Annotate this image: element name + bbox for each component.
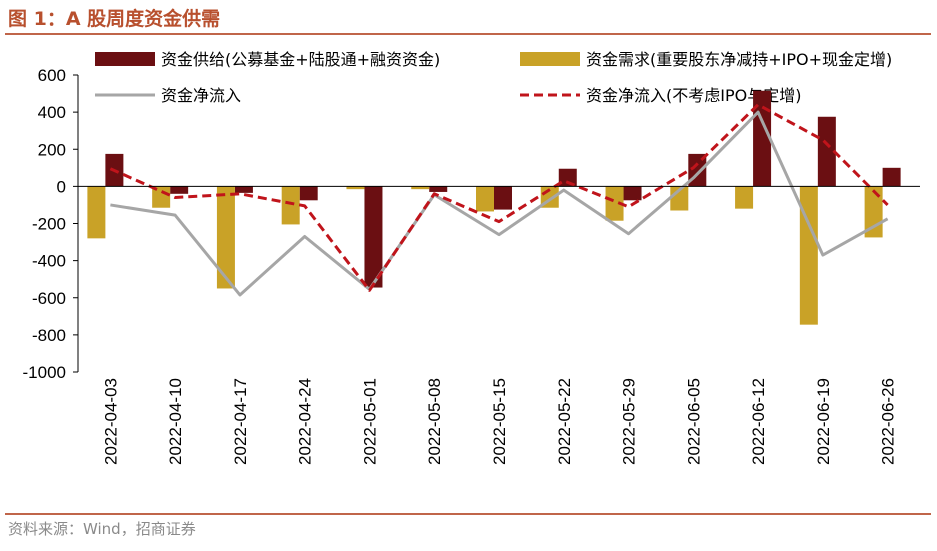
legend-label: 资金供给(公募基金+陆股通+融资资金) bbox=[161, 50, 440, 69]
y-tick-label: 200 bbox=[38, 140, 66, 159]
title-divider bbox=[5, 33, 931, 35]
demand-bar bbox=[799, 186, 818, 325]
supply-bar bbox=[817, 116, 836, 187]
source-divider bbox=[5, 513, 931, 515]
x-tick-label: 2022-04-03 bbox=[101, 378, 120, 465]
y-tick-label: -800 bbox=[32, 326, 66, 345]
x-tick-label: 2022-04-17 bbox=[231, 378, 250, 465]
demand-bar bbox=[346, 186, 365, 190]
demand-bar bbox=[476, 186, 494, 212]
supply-bar bbox=[299, 186, 318, 201]
supply-bar bbox=[623, 186, 642, 201]
y-tick-label: -600 bbox=[32, 289, 66, 308]
legend-label: 资金需求(重要股东净减持+IPO+现金定增) bbox=[586, 50, 892, 69]
x-tick-label: 2022-06-19 bbox=[814, 378, 833, 465]
legend-swatch bbox=[95, 52, 155, 66]
y-tick-label: 400 bbox=[38, 103, 66, 122]
y-tick-label: -1000 bbox=[23, 363, 66, 382]
net-inflow-ex-ipo-line bbox=[109, 103, 889, 292]
supply-bar bbox=[234, 186, 253, 193]
lines bbox=[109, 103, 889, 297]
legend-swatch bbox=[520, 52, 580, 66]
x-tick-label: 2022-05-15 bbox=[490, 378, 509, 465]
x-tick-label: 2022-05-29 bbox=[620, 378, 639, 465]
demand-bar bbox=[216, 186, 235, 289]
y-tick-label: -400 bbox=[32, 252, 66, 271]
x-tick-label: 2022-04-24 bbox=[296, 378, 315, 465]
demand-bar bbox=[411, 186, 430, 190]
demand-bar bbox=[87, 186, 106, 239]
bars bbox=[87, 90, 901, 325]
x-axis: 2022-04-03 2022-04-10 2022-04-17 2022-04-24… bbox=[78, 185, 920, 465]
net-inflow-line bbox=[110, 110, 889, 297]
legend: 资金供给(公募基金+陆股通+融资资金) 资金需求(重要股东净减持+IPO+现金定增… bbox=[95, 50, 892, 105]
y-axis: -1000 -800 -600 -400 -200 0 200 400 600 bbox=[23, 66, 79, 382]
x-tick-label: 2022-05-01 bbox=[360, 378, 379, 465]
y-tick-label: 600 bbox=[38, 66, 66, 85]
x-tick-label: 2022-06-26 bbox=[879, 378, 898, 465]
y-tick-label: 0 bbox=[57, 177, 66, 196]
supply-bar bbox=[429, 186, 448, 192]
x-tick-label: 2022-04-10 bbox=[166, 378, 185, 465]
supply-bar bbox=[558, 168, 577, 187]
x-tick-label: 2022-06-05 bbox=[684, 378, 703, 465]
source-note: 资料来源：Wind，招商证券 bbox=[8, 520, 196, 538]
supply-bar bbox=[170, 186, 189, 194]
supply-bar bbox=[494, 186, 512, 210]
x-tick-label: 2022-05-08 bbox=[425, 378, 444, 465]
legend-label: 资金净流入(不考虑IPO与定增) bbox=[586, 86, 801, 105]
legend-label: 资金净流入 bbox=[161, 86, 241, 105]
y-tick-label: -200 bbox=[32, 215, 66, 234]
x-tick-label: 2022-05-22 bbox=[555, 378, 574, 465]
demand-bar bbox=[281, 186, 300, 225]
supply-bar bbox=[882, 167, 901, 187]
demand-bar bbox=[735, 186, 754, 209]
x-tick-label: 2022-06-12 bbox=[749, 378, 768, 465]
supply-bar bbox=[364, 186, 383, 288]
figure-title: 图 1：A 股周度资金供需 bbox=[8, 8, 221, 30]
demand-bar bbox=[605, 186, 624, 221]
